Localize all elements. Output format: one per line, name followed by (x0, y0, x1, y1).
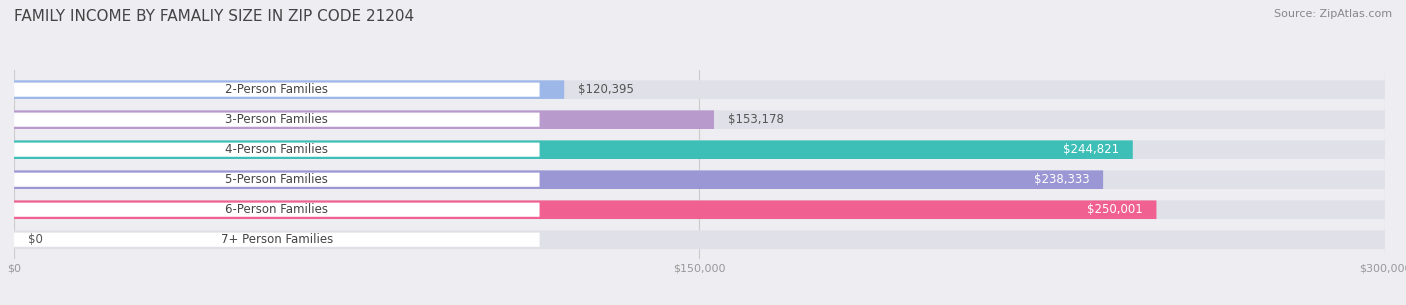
Text: Source: ZipAtlas.com: Source: ZipAtlas.com (1274, 9, 1392, 19)
Text: $120,395: $120,395 (578, 83, 634, 96)
Text: $0: $0 (28, 233, 42, 246)
FancyBboxPatch shape (14, 200, 1157, 219)
Text: $153,178: $153,178 (728, 113, 783, 126)
Text: 2-Person Families: 2-Person Families (225, 83, 329, 96)
FancyBboxPatch shape (14, 170, 1104, 189)
FancyBboxPatch shape (14, 140, 1385, 159)
Text: 5-Person Families: 5-Person Families (225, 173, 328, 186)
FancyBboxPatch shape (14, 110, 714, 129)
FancyBboxPatch shape (14, 173, 540, 187)
FancyBboxPatch shape (14, 200, 1385, 219)
FancyBboxPatch shape (14, 231, 1385, 249)
FancyBboxPatch shape (14, 143, 540, 157)
FancyBboxPatch shape (14, 83, 540, 97)
FancyBboxPatch shape (14, 233, 540, 247)
FancyBboxPatch shape (14, 140, 1133, 159)
FancyBboxPatch shape (14, 80, 564, 99)
FancyBboxPatch shape (14, 80, 1385, 99)
Text: FAMILY INCOME BY FAMALIY SIZE IN ZIP CODE 21204: FAMILY INCOME BY FAMALIY SIZE IN ZIP COD… (14, 9, 415, 24)
Text: 6-Person Families: 6-Person Families (225, 203, 329, 216)
Text: $244,821: $244,821 (1063, 143, 1119, 156)
Text: $238,333: $238,333 (1033, 173, 1090, 186)
Text: 4-Person Families: 4-Person Families (225, 143, 329, 156)
FancyBboxPatch shape (14, 113, 540, 127)
FancyBboxPatch shape (14, 203, 540, 217)
Text: 7+ Person Families: 7+ Person Families (221, 233, 333, 246)
Text: 3-Person Families: 3-Person Families (225, 113, 328, 126)
FancyBboxPatch shape (14, 110, 1385, 129)
FancyBboxPatch shape (14, 170, 1385, 189)
Text: $250,001: $250,001 (1087, 203, 1143, 216)
